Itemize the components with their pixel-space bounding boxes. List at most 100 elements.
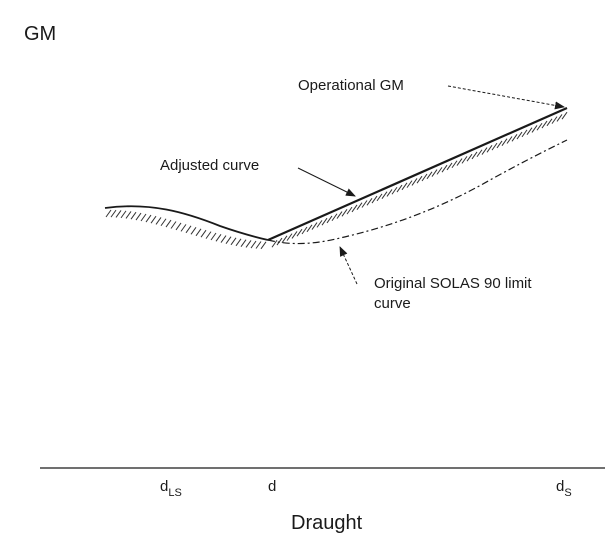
hatch-mark [331,213,338,222]
curve-hatching [105,111,568,250]
operational-gm-label: Operational GM [298,77,404,94]
hatch-mark [406,180,413,188]
hatch-mark [526,127,533,135]
hatch-mark [255,241,262,249]
hatch-mark [456,158,463,166]
hatch-mark [536,122,543,131]
hatch-mark [416,175,423,184]
hatch-mark [461,156,468,164]
hatch-mark [361,200,368,208]
original-limit-leader [339,246,358,285]
hatch-mark [481,147,488,155]
hatch-mark [521,129,528,138]
adjusted-curve-label: Adjusted curve [160,157,259,174]
hatch-mark [391,186,398,195]
hatch-mark [245,240,252,248]
hatch-mark [441,164,448,173]
adjusted-curve-leader [297,167,356,197]
x-axis-label: Draught [291,512,363,534]
hatch-mark [281,235,288,244]
hatch-mark [546,118,553,127]
tick-label-d: d [268,478,276,495]
hatch-mark [286,233,293,241]
hatch-mark [501,138,508,146]
hatch-mark [321,217,328,226]
hatch-mark [451,160,458,169]
hatch-mark [466,153,473,162]
original-limit-label-line1: Original SOLAS 90 limit [374,275,532,292]
hatch-mark [160,218,167,227]
original-limit-label-line2: curve [374,295,411,312]
hatch-mark [220,235,227,243]
hatch-mark [120,210,127,219]
hatch-mark [260,241,267,250]
tick-label-d-s: dS [556,478,572,499]
hatch-mark [301,226,308,235]
hatch-mark [105,209,112,218]
hatch-mark [371,195,378,204]
hatch-mark [396,184,403,193]
hatch-mark [561,111,568,120]
hatch-mark [486,145,493,153]
hatch-mark [351,204,358,213]
hatch-mark [411,178,418,186]
original-solas-90-limit-curve [267,139,568,245]
hatch-mark [356,202,363,210]
hatch-mark [516,131,523,140]
hatch-mark [225,236,232,245]
hatch-mark [170,221,177,229]
hatch-mark [250,240,257,249]
hatch-mark [291,231,298,239]
hatch-mark [306,224,313,233]
hatch-mark [195,228,202,237]
hatch-mark [421,173,428,182]
limit-curve-left-segment [104,205,269,241]
hatch-mark [135,212,142,221]
hatch-mark [296,228,303,237]
hatch-mark [276,237,283,246]
hatch-mark [185,225,192,234]
hatch-mark [556,114,563,122]
hatch-mark [496,140,503,149]
hatch-mark [316,220,323,228]
adjusted-curve-line [267,106,568,242]
hatch-mark [110,209,117,218]
hatch-mark [271,239,278,248]
hatch-mark [311,222,318,230]
hatch-mark [200,229,207,238]
hatch-mark [341,209,348,217]
hatch-mark [240,239,247,247]
hatch-mark [230,237,237,246]
hatch-mark [551,116,558,124]
hatch-mark [145,214,152,223]
hatch-mark [386,189,393,197]
hatch-mark [436,167,443,175]
hatch-mark [210,232,217,241]
hatch-mark [125,211,132,219]
hatch-mark [511,133,518,142]
hatch-mark [446,162,453,171]
hatch-mark [531,125,538,133]
operational-gm-leader [447,85,565,110]
hatch-mark [476,149,483,158]
hatch-mark [235,238,242,247]
hatch-mark [471,151,478,160]
hatch-mark [376,193,383,202]
hatch-mark [190,227,197,235]
tick-label-d-ls: dLS [160,478,182,499]
hatch-mark [491,142,498,151]
hatch-mark [130,211,137,220]
hatch-mark [175,222,182,231]
y-axis-label: GM [24,23,56,45]
hatch-mark [506,136,513,144]
hatch-mark [205,231,212,239]
hatch-mark [401,182,408,191]
hatch-mark [346,206,353,215]
hatch-mark [140,213,147,222]
hatch-mark [426,171,433,180]
hatch-mark [180,224,187,232]
hatch-mark [115,210,122,218]
hatch-mark [366,198,373,206]
hatch-mark [326,215,333,224]
